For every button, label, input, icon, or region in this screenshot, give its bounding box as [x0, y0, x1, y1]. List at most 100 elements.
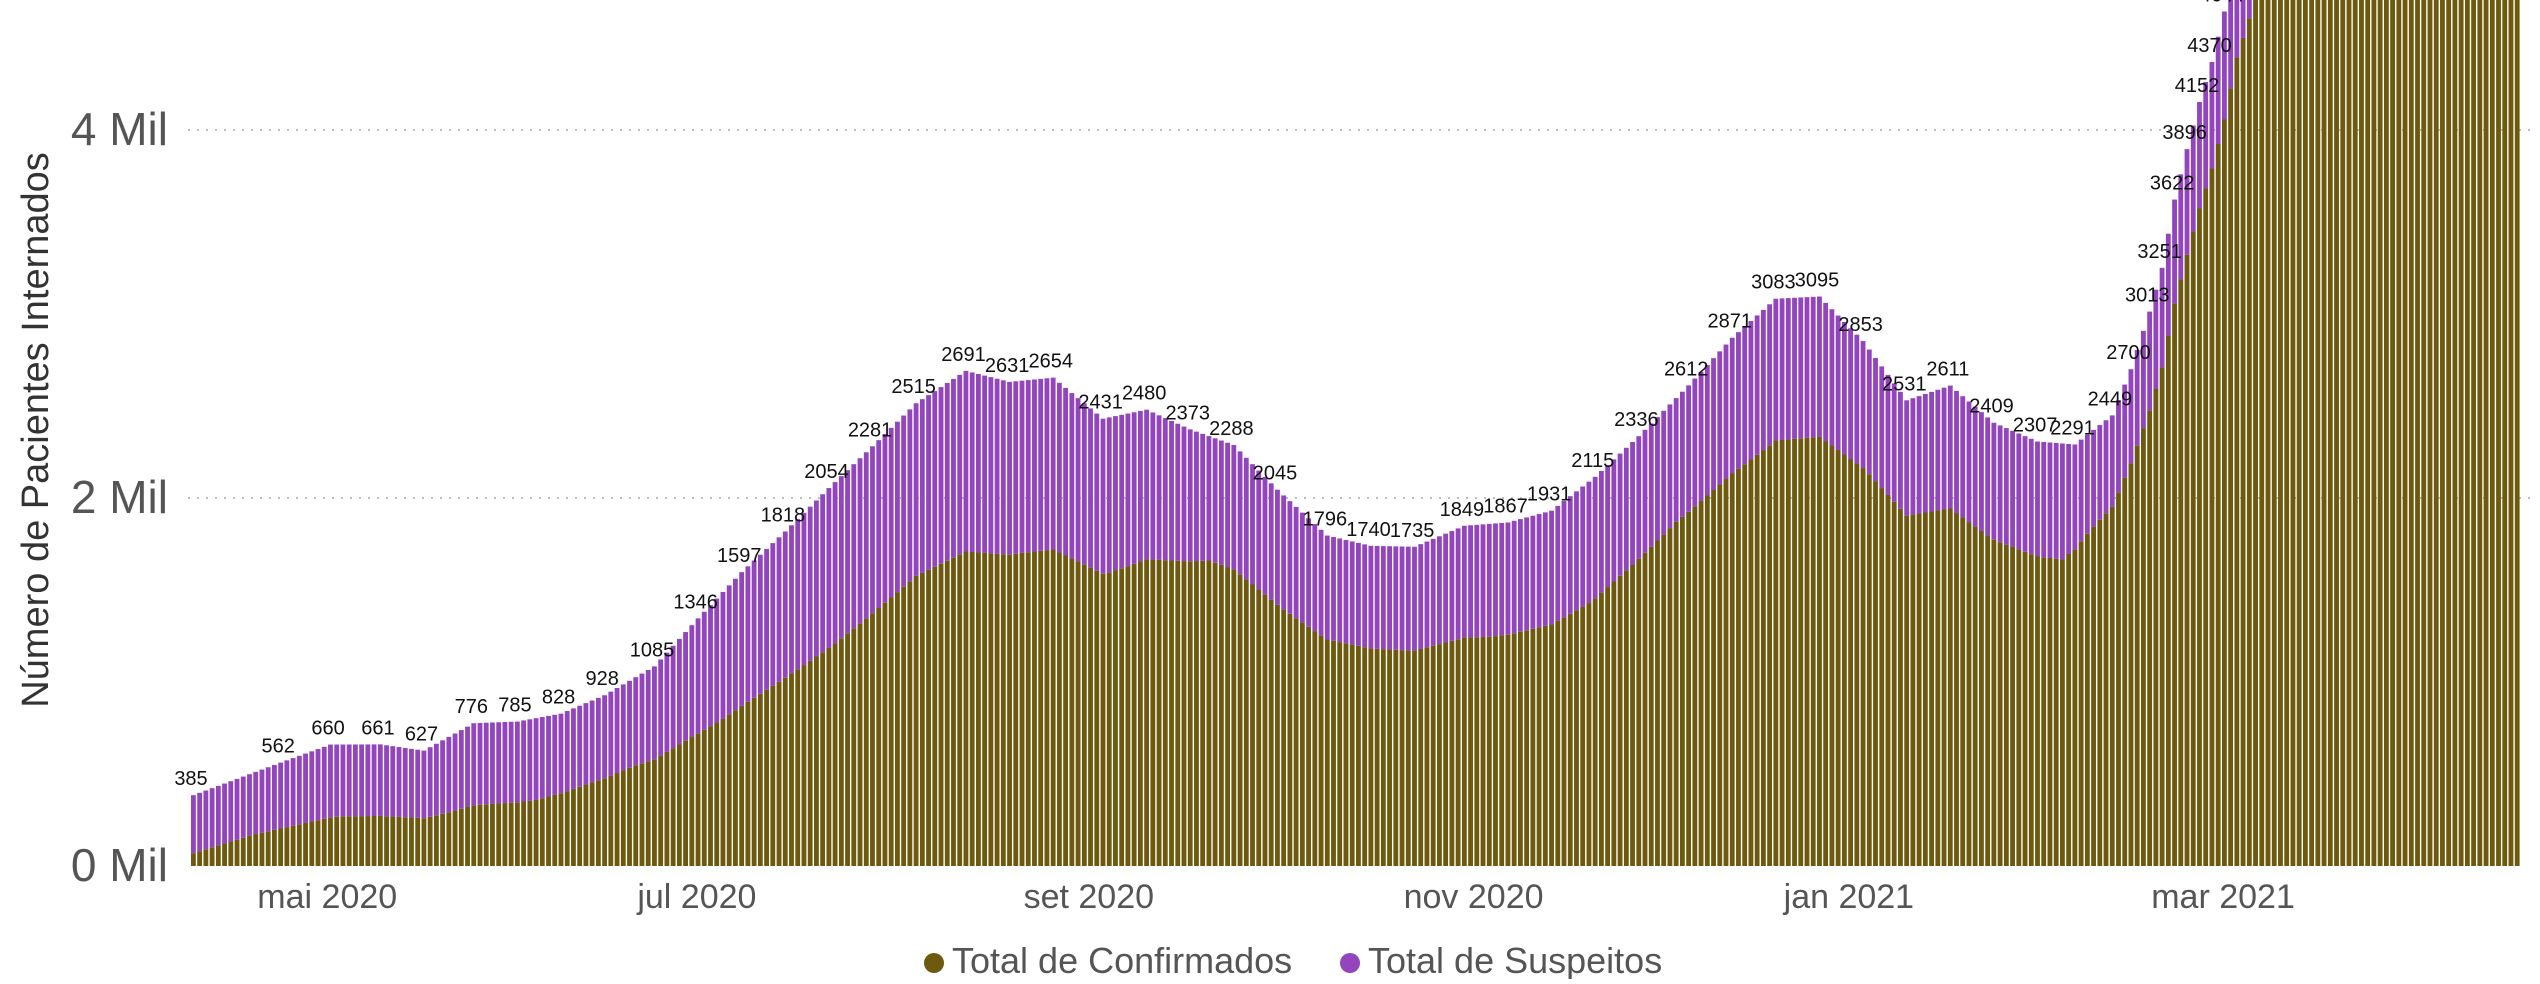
bar-confirmados[interactable]	[708, 726, 713, 866]
bar-suspeitos[interactable]	[789, 525, 794, 674]
bar-suspeitos[interactable]	[919, 399, 925, 573]
bar-suspeitos[interactable]	[1574, 491, 1579, 611]
bar-suspeitos[interactable]	[757, 554, 763, 694]
bar-suspeitos[interactable]	[191, 795, 196, 854]
bar-confirmados[interactable]	[2053, 558, 2059, 866]
bar-suspeitos[interactable]	[1331, 537, 1336, 641]
bar-confirmados[interactable]	[2016, 549, 2022, 866]
bar-suspeitos[interactable]	[2003, 428, 2009, 545]
bar-confirmados[interactable]	[1841, 454, 1847, 866]
bar-suspeitos[interactable]	[1200, 433, 1206, 561]
bar-suspeitos[interactable]	[558, 713, 564, 794]
bar-confirmados[interactable]	[1486, 636, 1492, 866]
bar-confirmados[interactable]	[571, 788, 576, 866]
bar-confirmados[interactable]	[1362, 647, 1368, 866]
bar-suspeitos[interactable]	[502, 722, 508, 804]
bar-confirmados[interactable]	[1287, 613, 1293, 866]
legend-swatch-suspeitos[interactable]	[1340, 953, 1360, 973]
bar-suspeitos[interactable]	[2116, 399, 2121, 493]
bar-suspeitos[interactable]	[1007, 381, 1012, 555]
bar-confirmados[interactable]	[1430, 645, 1436, 866]
bar-suspeitos[interactable]	[1879, 366, 1885, 489]
bar-confirmados[interactable]	[1916, 513, 1922, 866]
bar-suspeitos[interactable]	[2159, 267, 2165, 368]
bar-suspeitos[interactable]	[1742, 326, 1748, 465]
bar-confirmados[interactable]	[1530, 628, 1536, 866]
bar-confirmados[interactable]	[1848, 459, 1854, 866]
bar-confirmados[interactable]	[2321, 0, 2327, 866]
bar-suspeitos[interactable]	[926, 395, 931, 570]
bar-suspeitos[interactable]	[1237, 451, 1243, 575]
bar-confirmados[interactable]	[1574, 610, 1579, 866]
bar-confirmados[interactable]	[1069, 558, 1075, 866]
bar-suspeitos[interactable]	[346, 744, 352, 817]
bar-confirmados[interactable]	[975, 552, 981, 866]
bar-confirmados[interactable]	[2309, 0, 2315, 867]
bar-confirmados[interactable]	[396, 816, 402, 866]
bar-confirmados[interactable]	[1542, 625, 1548, 866]
bar-confirmados[interactable]	[1941, 509, 1947, 866]
bar-suspeitos[interactable]	[371, 744, 377, 816]
bar-suspeitos[interactable]	[770, 543, 776, 686]
bar-confirmados[interactable]	[2464, 0, 2470, 866]
bar-suspeitos[interactable]	[2203, 81, 2209, 189]
bar-suspeitos[interactable]	[1461, 525, 1467, 638]
bar-suspeitos[interactable]	[1804, 297, 1810, 438]
bar-confirmados[interactable]	[919, 572, 925, 866]
bar-suspeitos[interactable]	[396, 747, 402, 817]
bar-suspeitos[interactable]	[1642, 429, 1648, 553]
bar-suspeitos[interactable]	[1474, 524, 1480, 638]
bar-confirmados[interactable]	[2421, 0, 2427, 866]
bar-confirmados[interactable]	[913, 575, 919, 866]
bar-confirmados[interactable]	[390, 816, 396, 866]
bar-suspeitos[interactable]	[751, 560, 757, 698]
bar-confirmados[interactable]	[814, 656, 819, 866]
bar-suspeitos[interactable]	[664, 652, 670, 752]
bar-confirmados[interactable]	[1306, 626, 1311, 866]
bar-suspeitos[interactable]	[1019, 380, 1025, 553]
bar-suspeitos[interactable]	[1866, 349, 1872, 475]
bar-suspeitos[interactable]	[932, 391, 938, 567]
bar-confirmados[interactable]	[957, 554, 963, 866]
bar-suspeitos[interactable]	[1711, 358, 1716, 491]
bar-suspeitos[interactable]	[795, 519, 801, 670]
bar-suspeitos[interactable]	[1910, 398, 1916, 515]
bar-suspeitos[interactable]	[2041, 442, 2047, 558]
bar-confirmados[interactable]	[1368, 648, 1374, 866]
bar-confirmados[interactable]	[1817, 436, 1822, 866]
bar-confirmados[interactable]	[745, 701, 751, 866]
bar-suspeitos[interactable]	[1817, 296, 1822, 437]
bar-suspeitos[interactable]	[1835, 315, 1841, 451]
bar-suspeitos[interactable]	[1493, 523, 1498, 637]
bar-suspeitos[interactable]	[1468, 525, 1473, 638]
bar-suspeitos[interactable]	[1617, 453, 1623, 576]
bar-confirmados[interactable]	[328, 817, 333, 866]
bar-confirmados[interactable]	[1648, 546, 1654, 866]
bar-suspeitos[interactable]	[1212, 438, 1218, 563]
bar-suspeitos[interactable]	[1586, 481, 1592, 604]
bar-suspeitos[interactable]	[1941, 387, 1947, 510]
bar-suspeitos[interactable]	[1106, 417, 1112, 573]
bar-suspeitos[interactable]	[894, 421, 900, 593]
bar-suspeitos[interactable]	[539, 717, 545, 799]
bar-suspeitos[interactable]	[1368, 545, 1374, 649]
bar-suspeitos[interactable]	[1156, 415, 1162, 560]
bar-suspeitos[interactable]	[913, 403, 919, 576]
bar-confirmados[interactable]	[1760, 450, 1766, 866]
bar-suspeitos[interactable]	[1075, 398, 1081, 562]
bar-confirmados[interactable]	[1561, 617, 1567, 866]
bar-confirmados[interactable]	[2103, 513, 2109, 866]
bar-suspeitos[interactable]	[1337, 538, 1343, 643]
bar-suspeitos[interactable]	[496, 722, 502, 804]
bar-suspeitos[interactable]	[1312, 524, 1318, 632]
bar-confirmados[interactable]	[1804, 437, 1810, 866]
bar-confirmados[interactable]	[2259, 0, 2265, 866]
bar-confirmados[interactable]	[1094, 570, 1100, 866]
bar-confirmados[interactable]	[1823, 441, 1829, 866]
bar-suspeitos[interactable]	[1860, 341, 1866, 469]
bar-suspeitos[interactable]	[614, 688, 620, 774]
bar-suspeitos[interactable]	[1243, 457, 1249, 580]
bar-suspeitos[interactable]	[1349, 541, 1355, 645]
bar-suspeitos[interactable]	[670, 645, 676, 749]
bar-confirmados[interactable]	[1119, 568, 1125, 866]
